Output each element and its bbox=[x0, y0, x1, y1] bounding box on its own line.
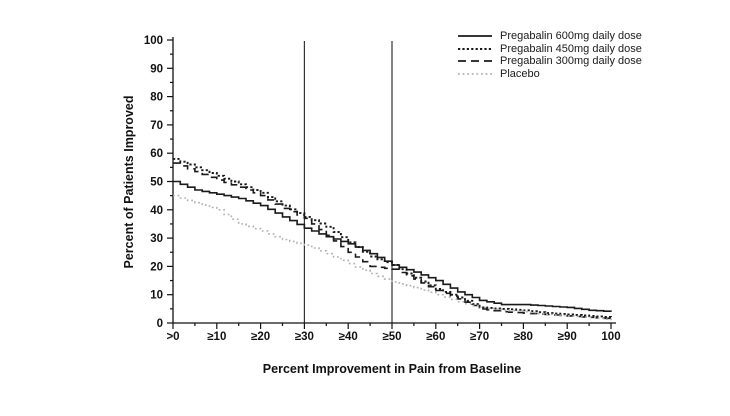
legend-item-placebo: Placebo bbox=[456, 68, 642, 81]
y-tick-labels: 0 10 20 30 40 50 60 70 80 90 100 bbox=[144, 35, 163, 330]
legend-item-pregabalin-600: Pregabalin 600mg daily dose bbox=[456, 30, 642, 43]
legend-item-pregabalin-300: Pregabalin 300mg daily dose bbox=[456, 55, 642, 68]
y-tick-label: 100 bbox=[144, 35, 163, 47]
x-tick-label: ≥90 bbox=[558, 331, 577, 343]
dotted-line-swatch-icon bbox=[458, 47, 492, 50]
x-tick-label: ≥10 bbox=[207, 331, 226, 343]
ticks bbox=[167, 39, 612, 329]
series-line-0 bbox=[173, 180, 612, 312]
x-tick-label: >0 bbox=[166, 331, 179, 343]
axes bbox=[172, 37, 616, 324]
y-tick-label: 90 bbox=[150, 63, 163, 75]
y-tick-label: 10 bbox=[150, 290, 163, 302]
x-tick-label: 100 bbox=[601, 331, 620, 343]
solid-line-swatch-icon bbox=[458, 35, 492, 38]
y-tick-label: 40 bbox=[150, 205, 163, 217]
y-tick-label: 80 bbox=[150, 92, 163, 104]
x-tick-labels: >0 ≥10 ≥20 ≥30 ≥40 ≥50 ≥60 ≥70 ≥80 ≥90 100 bbox=[166, 331, 620, 343]
reference-lines bbox=[303, 41, 393, 323]
legend-label: Pregabalin 600mg daily dose bbox=[500, 30, 642, 43]
y-tick-label: 50 bbox=[150, 177, 163, 189]
legend-label: Pregabalin 450mg daily dose bbox=[500, 42, 642, 55]
x-tick-label: ≥50 bbox=[382, 331, 401, 343]
y-tick-label: 60 bbox=[150, 148, 163, 160]
y-tick-label: 0 bbox=[157, 318, 163, 330]
x-tick-label: ≥80 bbox=[514, 331, 533, 343]
x-tick-label: ≥40 bbox=[339, 331, 358, 343]
x-tick-label: ≥30 bbox=[295, 331, 314, 343]
legend: Pregabalin 600mg daily dose Pregabalin 4… bbox=[456, 30, 642, 80]
legend-label: Pregabalin 300mg daily dose bbox=[500, 55, 642, 68]
x-tick-label: ≥70 bbox=[470, 331, 489, 343]
light-dotted-line-swatch-icon bbox=[458, 72, 492, 75]
series-line-2 bbox=[173, 162, 612, 320]
legend-item-pregabalin-450: Pregabalin 450mg daily dose bbox=[456, 43, 642, 56]
y-axis-title: Percent of Patients Improved bbox=[122, 95, 136, 269]
x-tick-label: ≥20 bbox=[251, 331, 270, 343]
series-line-3 bbox=[173, 194, 612, 321]
x-tick-label: ≥60 bbox=[426, 331, 445, 343]
y-tick-label: 30 bbox=[150, 233, 163, 245]
x-axis-title: Percent Improvement in Pain from Baselin… bbox=[262, 362, 522, 376]
y-tick-label: 70 bbox=[150, 120, 163, 132]
y-tick-label: 20 bbox=[150, 261, 163, 273]
legend-label: Placebo bbox=[500, 67, 540, 80]
dashed-line-swatch-icon bbox=[458, 60, 492, 63]
